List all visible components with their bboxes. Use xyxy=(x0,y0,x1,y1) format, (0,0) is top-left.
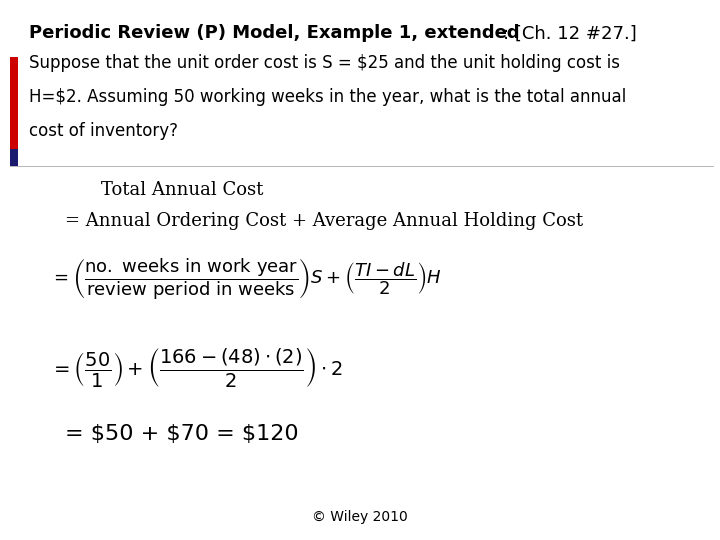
Text: cost of inventory?: cost of inventory? xyxy=(29,122,178,140)
Text: $= \left( \dfrac{50}{1} \right) + \left( \dfrac{166 - (48) \cdot (2)}{2} \right): $= \left( \dfrac{50}{1} \right) + \left(… xyxy=(50,346,343,389)
Text: = $50 + $70 = $120: = $50 + $70 = $120 xyxy=(65,424,298,444)
FancyBboxPatch shape xyxy=(10,57,18,149)
Text: Suppose that the unit order cost is S = $25 and the unit holding cost is: Suppose that the unit order cost is S = … xyxy=(29,54,620,72)
Text: Total Annual Cost: Total Annual Cost xyxy=(101,181,264,199)
Text: = Annual Ordering Cost + Average Annual Holding Cost: = Annual Ordering Cost + Average Annual … xyxy=(65,212,583,230)
Text: Periodic Review (P) Model, Example 1, extended: Periodic Review (P) Model, Example 1, ex… xyxy=(29,24,519,42)
FancyBboxPatch shape xyxy=(10,149,18,166)
Text: H=$2. Assuming 50 working weeks in the year, what is the total annual: H=$2. Assuming 50 working weeks in the y… xyxy=(29,88,626,106)
Text: © Wiley 2010: © Wiley 2010 xyxy=(312,510,408,524)
Text: $= \left( \dfrac{\mathrm{no.\ weeks\ in\ work\ year}}{\mathrm{review\ period\ in: $= \left( \dfrac{\mathrm{no.\ weeks\ in\… xyxy=(50,256,442,302)
Text: : [Ch. 12 #27.]: : [Ch. 12 #27.] xyxy=(503,24,636,42)
